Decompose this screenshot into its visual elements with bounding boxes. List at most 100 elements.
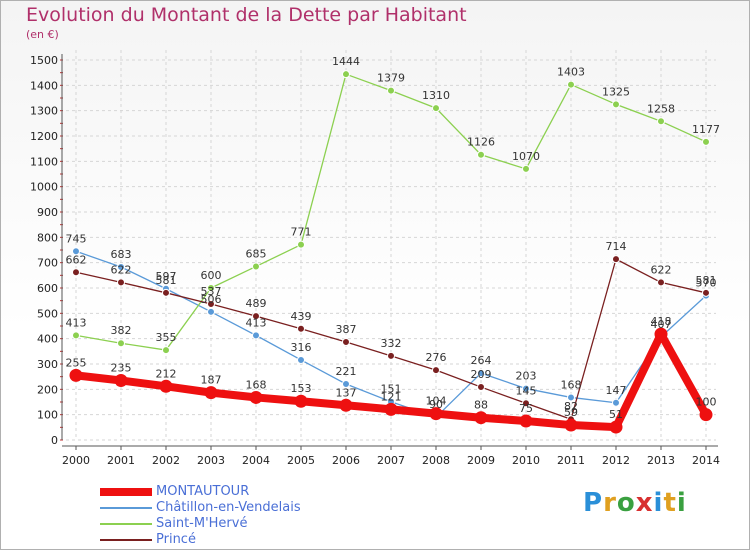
data-point bbox=[117, 339, 125, 348]
data-label: 255 bbox=[66, 356, 87, 369]
data-label: 1258 bbox=[647, 102, 675, 115]
y-tick-label: 1300 bbox=[30, 105, 58, 118]
logo-letter: P bbox=[583, 488, 604, 518]
logo-letter: r bbox=[603, 488, 617, 518]
data-label: 622 bbox=[651, 263, 672, 276]
data-point bbox=[342, 70, 350, 79]
x-tick-label: 2013 bbox=[647, 454, 675, 467]
data-labels: 745 683 597 506 413 316 221 151 90 264 203 168 147 40… bbox=[66, 55, 721, 421]
data-point bbox=[657, 117, 665, 126]
data-point bbox=[702, 137, 710, 146]
data-label: 581 bbox=[156, 274, 177, 287]
data-label: 316 bbox=[291, 341, 312, 354]
data-point bbox=[72, 268, 80, 277]
data-label: 771 bbox=[291, 226, 312, 239]
y-tick-label: 600 bbox=[37, 282, 58, 295]
data-label: 714 bbox=[606, 240, 627, 253]
data-point bbox=[114, 373, 128, 387]
y-tick-label: 700 bbox=[37, 257, 58, 270]
data-point bbox=[519, 414, 533, 428]
data-point bbox=[297, 324, 305, 333]
data-label: 413 bbox=[66, 316, 87, 329]
y-tick-label: 800 bbox=[37, 231, 58, 244]
data-label: 51 bbox=[609, 408, 623, 421]
data-label: 75 bbox=[519, 402, 533, 415]
data-label: 168 bbox=[561, 378, 582, 391]
logo-letter: i bbox=[653, 488, 664, 518]
data-point bbox=[387, 351, 395, 360]
legend-swatch bbox=[100, 539, 152, 541]
y-tick-label: 100 bbox=[37, 409, 58, 422]
data-label: 1444 bbox=[332, 55, 360, 68]
data-label: 387 bbox=[336, 323, 357, 336]
data-label: 600 bbox=[201, 269, 222, 282]
x-tick-label: 2007 bbox=[377, 454, 405, 467]
data-label: 1379 bbox=[377, 72, 405, 85]
data-label: 413 bbox=[246, 316, 267, 329]
chart-subtitle: (en €) bbox=[26, 28, 59, 41]
data-point bbox=[342, 337, 350, 346]
y-tick-label: 0 bbox=[51, 434, 58, 447]
data-label: 418 bbox=[651, 315, 672, 328]
data-label: 209 bbox=[471, 368, 492, 381]
data-label: 212 bbox=[156, 367, 177, 380]
proxiti-logo: Proxiti bbox=[583, 488, 687, 518]
data-label: 662 bbox=[66, 253, 87, 266]
data-label: 570 bbox=[696, 277, 717, 290]
y-tick-label: 1100 bbox=[30, 155, 58, 168]
axes: 0 100 200 300 400 500 600 700 800 900 1000 1100 1200… bbox=[30, 54, 720, 467]
data-label: 685 bbox=[246, 247, 267, 260]
data-point bbox=[117, 278, 125, 287]
data-point bbox=[657, 278, 665, 287]
data-label: 221 bbox=[336, 365, 357, 378]
data-label: 235 bbox=[111, 361, 132, 374]
y-tick-label: 1400 bbox=[30, 79, 58, 92]
logo-letter: t bbox=[663, 488, 677, 518]
data-point bbox=[159, 379, 173, 393]
data-label: 506 bbox=[201, 293, 222, 306]
data-label: 683 bbox=[111, 248, 132, 261]
data-point bbox=[699, 408, 713, 422]
y-tick-label: 900 bbox=[37, 206, 58, 219]
data-point bbox=[612, 398, 620, 407]
data-label: 276 bbox=[426, 351, 447, 364]
data-point bbox=[117, 262, 125, 271]
y-tick-label: 300 bbox=[37, 358, 58, 371]
data-label: 145 bbox=[516, 384, 537, 397]
data-point bbox=[477, 150, 485, 159]
legend-label: Châtillon-en-Vendelais bbox=[156, 500, 301, 515]
data-point bbox=[207, 307, 215, 316]
x-tick-label: 2005 bbox=[287, 454, 315, 467]
data-point bbox=[69, 368, 83, 382]
data-label: 1310 bbox=[422, 89, 450, 102]
data-label: 597 bbox=[156, 270, 177, 283]
x-tick-label: 2000 bbox=[62, 454, 90, 467]
data-point bbox=[252, 312, 260, 321]
grid bbox=[66, 50, 716, 441]
data-point bbox=[162, 346, 170, 355]
logo-letter: x bbox=[635, 488, 654, 518]
y-tick-label: 1200 bbox=[30, 130, 58, 143]
data-point bbox=[522, 164, 530, 173]
data-point bbox=[252, 331, 260, 340]
data-point bbox=[522, 399, 530, 408]
x-tick-label: 2014 bbox=[692, 454, 720, 467]
data-label: 151 bbox=[381, 383, 402, 396]
x-tick-label: 2003 bbox=[197, 454, 225, 467]
data-point bbox=[162, 288, 170, 297]
data-point bbox=[612, 100, 620, 109]
data-point bbox=[339, 398, 353, 412]
legend-label: Saint-M'Hervé bbox=[156, 516, 248, 531]
data-label: 104 bbox=[426, 395, 447, 408]
data-label: 59 bbox=[564, 406, 578, 419]
data-point bbox=[429, 407, 443, 421]
series-1 bbox=[72, 70, 710, 355]
data-label: 622 bbox=[111, 263, 132, 276]
data-label: 137 bbox=[336, 386, 357, 399]
data-point bbox=[384, 402, 398, 416]
data-point bbox=[204, 386, 218, 400]
data-label: 407 bbox=[651, 318, 672, 331]
data-point bbox=[297, 240, 305, 249]
